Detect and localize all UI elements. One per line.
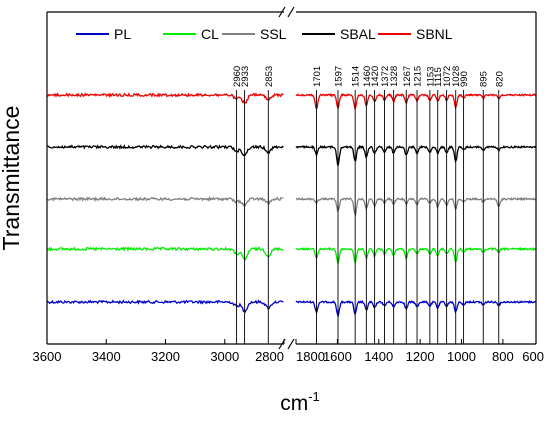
legend-label-pl: PL: [114, 26, 131, 42]
peak-label-1420: 1420: [370, 66, 381, 87]
x-tick-label-1000: 1000: [447, 349, 476, 364]
x-tick-label-600: 600: [522, 349, 544, 364]
series-line-pl-high: [46, 299, 284, 314]
series-line-sbal-low: [295, 144, 537, 167]
peak-label-1328: 1328: [389, 66, 400, 87]
x-tick-label-3600: 3600: [33, 349, 62, 364]
legend-label-sbnl: SBNL: [416, 26, 453, 42]
x-tick-label-2800: 2800: [255, 349, 284, 364]
axis-break-mark: [287, 6, 295, 18]
peak-label-1597: 1597: [334, 66, 345, 87]
series-line-cl-high: [46, 246, 284, 261]
series-line-cl-low: [295, 246, 537, 265]
peak-label-1372: 1372: [380, 66, 391, 87]
legend-label-sbal: SBAL: [340, 26, 376, 42]
axis-break-mark: [287, 338, 295, 350]
x-tick-label-3400: 3400: [92, 349, 121, 364]
peak-label-990: 990: [459, 71, 470, 87]
peak-label-895: 895: [479, 71, 490, 87]
y-axis-label: Transmittance: [0, 106, 24, 251]
series-line-ssl-high: [46, 195, 284, 207]
peak-label-1701: 1701: [312, 66, 323, 87]
x-tick-label-1200: 1200: [406, 349, 435, 364]
x-tick-label-1600: 1600: [323, 349, 352, 364]
peak-label-1215: 1215: [413, 66, 424, 87]
series-line-sbnl-low: [295, 92, 537, 111]
x-tick-label-1400: 1400: [364, 349, 393, 364]
x-tick-label-3000: 3000: [210, 349, 239, 364]
peak-label-1267: 1267: [402, 66, 413, 87]
x-axis-label-superscript: -1: [308, 389, 320, 404]
x-tick-label-800: 800: [492, 349, 514, 364]
series-line-ssl-low: [295, 196, 536, 217]
axis-break-mark: [278, 6, 286, 18]
x-axis-label-unit: cm: [280, 392, 308, 415]
series-line-sbnl-high: [46, 92, 284, 105]
legend-label-ssl: SSL: [260, 26, 287, 42]
legend: PL CL SSL SBAL SBNL: [76, 26, 453, 42]
series-line-sbal-high: [46, 144, 284, 157]
peak-label-2933: 2933: [240, 66, 251, 87]
peak-label-1514: 1514: [351, 66, 362, 87]
x-tick-label-3200: 3200: [151, 349, 180, 364]
peak-label-1115: 1115: [433, 67, 444, 87]
peak-label-1028: 1028: [451, 66, 462, 87]
peak-label-2853: 2853: [264, 66, 275, 87]
x-axis-label: cm-1: [280, 389, 320, 415]
peak-label-2960: 2960: [232, 66, 243, 87]
x-tick-label-1800: 1800: [296, 349, 325, 364]
series-group: [46, 92, 537, 319]
legend-label-cl: CL: [201, 26, 219, 42]
peak-label-1460: 1460: [362, 66, 373, 87]
series-line-pl-low: [295, 299, 536, 319]
peak-label-1072: 1072: [442, 66, 453, 87]
peak-label-820: 820: [494, 71, 505, 87]
peak-label-1153: 1153: [425, 67, 436, 87]
